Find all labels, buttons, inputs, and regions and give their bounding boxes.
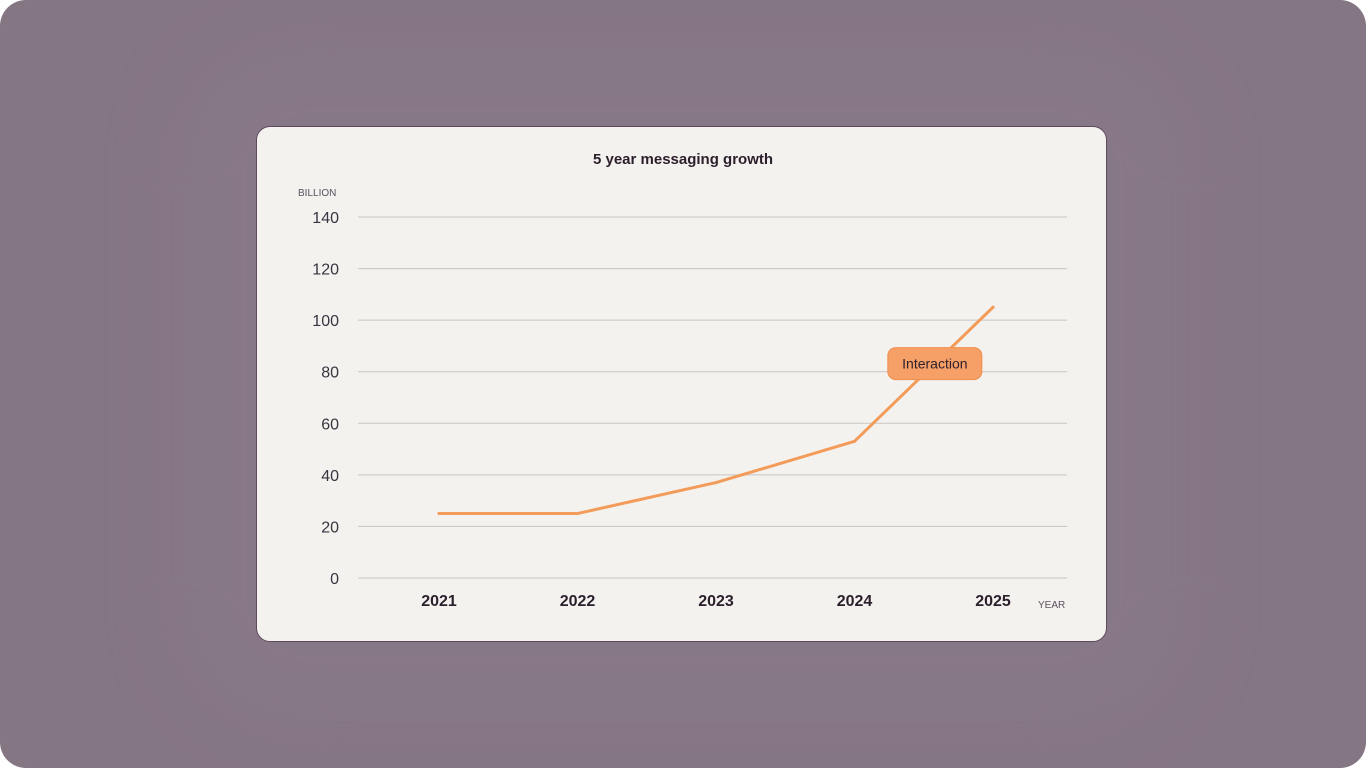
line-chart: 5 year messaging growth BILLION YEAR 0 20…: [298, 151, 1067, 611]
y-axis-unit-label: BILLION: [298, 188, 336, 199]
y-tick-label: 100: [312, 313, 339, 330]
y-tick-label: 140: [312, 210, 339, 227]
x-tick-label: 2025: [975, 593, 1011, 610]
series-layer: [437, 305, 995, 516]
x-tick-label: 2024: [837, 593, 873, 610]
x-axis-unit-label: YEAR: [1038, 600, 1065, 611]
y-tick-label: 20: [321, 519, 339, 536]
y-tick-label: 0: [330, 571, 339, 588]
x-axis-ticks: 2021 2022 2023 2024 2025: [421, 593, 1011, 610]
annotation-label: Interaction: [902, 356, 967, 372]
chart-card: 5 year messaging growth BILLION YEAR 0 20…: [256, 126, 1107, 642]
annotation-tooltip: [887, 347, 983, 381]
data-point: [714, 481, 718, 485]
data-point: [437, 512, 441, 516]
x-tick-label: 2021: [421, 593, 457, 610]
x-tick-label: 2023: [698, 593, 734, 610]
grid-lines: [358, 216, 1067, 579]
data-point: [576, 512, 579, 516]
chart-title: 5 year messaging growth: [593, 151, 773, 168]
data-point: [991, 305, 995, 309]
y-tick-label: 80: [321, 365, 339, 382]
annotation-layer: Interaction: [887, 347, 983, 381]
y-tick-label: 40: [321, 468, 339, 485]
x-tick-label: 2022: [560, 593, 596, 610]
y-tick-label: 60: [321, 416, 339, 433]
y-tick-label: 120: [312, 262, 339, 279]
data-point: [853, 439, 856, 443]
y-axis-ticks: 0 20 40 60 80 100 120 140: [312, 210, 339, 588]
